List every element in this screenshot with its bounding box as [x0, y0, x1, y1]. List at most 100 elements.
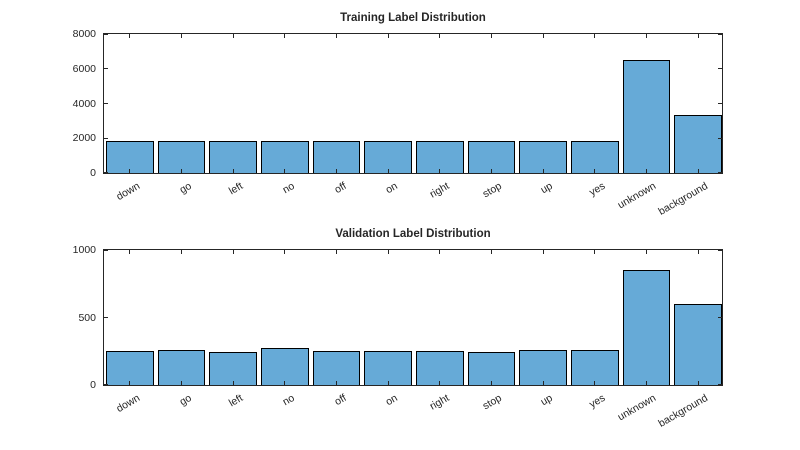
- bar-down: [106, 140, 154, 173]
- y-tick-label-0: 0: [90, 379, 96, 391]
- x-tick-label-unknown: unknown: [616, 180, 659, 212]
- y-tick-mark: [104, 34, 108, 35]
- x-tick-mark: [181, 381, 182, 385]
- x-tick-label-yes: yes: [586, 392, 607, 411]
- bar-down: [106, 350, 154, 385]
- x-tick-mark: [232, 169, 234, 173]
- bar-stop: [467, 352, 516, 385]
- x-tick-label-no: no: [280, 392, 297, 409]
- x-tick-mark: [336, 34, 337, 38]
- bar-unknown: [622, 60, 671, 173]
- x-tick-mark: [181, 169, 182, 173]
- bar-right: [416, 351, 464, 385]
- x-tick-mark: [646, 250, 647, 254]
- x-tick-mark: [284, 169, 286, 173]
- bar-stop: [467, 140, 516, 173]
- x-tick-mark: [594, 250, 596, 254]
- bar-background: [674, 304, 722, 385]
- x-tick-label-right: right: [428, 180, 452, 201]
- x-tick-label-down: down: [114, 180, 142, 203]
- x-tick-mark: [697, 169, 699, 173]
- x-tick-mark: [439, 34, 441, 38]
- x-tick-label-no: no: [280, 180, 297, 197]
- x-tick-label-on: on: [384, 180, 401, 197]
- x-tick-mark: [594, 34, 596, 38]
- bar-left: [209, 140, 257, 173]
- bar-no: [261, 140, 309, 173]
- x-tick-label-unknown: unknown: [616, 392, 659, 424]
- validation-chart-title: Validation Label Distribution: [335, 228, 491, 240]
- x-tick-mark: [491, 169, 492, 173]
- bar-yes: [571, 140, 619, 173]
- bar-yes: [571, 350, 619, 385]
- x-tick-mark: [284, 381, 286, 385]
- x-tick-mark: [232, 250, 234, 254]
- y-tick-label-2000: 2000: [72, 132, 96, 145]
- x-tick-mark: [129, 381, 131, 385]
- y-tick-mark: [104, 317, 108, 318]
- x-tick-mark: [232, 381, 234, 385]
- y-tick-label-1000: 1000: [72, 244, 96, 256]
- x-tick-mark: [697, 34, 699, 38]
- bar-go: [157, 349, 206, 385]
- y-tick-mark: [718, 384, 722, 385]
- x-tick-label-go: go: [177, 392, 194, 409]
- bar-on: [364, 140, 412, 173]
- bar-up: [519, 140, 567, 173]
- x-tick-mark: [542, 381, 544, 385]
- x-tick-label-right: right: [428, 392, 452, 413]
- bar-right: [416, 140, 464, 173]
- x-tick-mark: [387, 169, 389, 173]
- x-tick-mark: [336, 250, 337, 254]
- x-tick-mark: [232, 34, 234, 38]
- bar-on: [364, 350, 412, 385]
- x-tick-mark: [181, 250, 182, 254]
- x-tick-mark: [542, 34, 544, 38]
- x-tick-mark: [594, 381, 596, 385]
- x-tick-mark: [646, 34, 647, 38]
- x-tick-mark: [491, 250, 492, 254]
- validation-plot-area: [103, 249, 723, 386]
- y-tick-mark: [104, 172, 108, 173]
- x-tick-mark: [284, 34, 286, 38]
- x-tick-mark: [336, 169, 337, 173]
- y-tick-mark: [104, 103, 108, 104]
- x-tick-label-off: off: [332, 180, 349, 197]
- y-tick-mark: [104, 384, 108, 385]
- y-tick-mark: [718, 68, 722, 70]
- bar-left: [209, 352, 257, 385]
- x-tick-mark: [491, 381, 492, 385]
- x-tick-label-left: left: [227, 180, 246, 198]
- y-tick-mark: [718, 34, 722, 35]
- x-tick-mark: [284, 250, 286, 254]
- x-tick-label-on: on: [384, 392, 401, 409]
- x-tick-label-up: up: [539, 392, 556, 409]
- y-tick-mark: [104, 137, 108, 139]
- y-tick-mark: [718, 103, 722, 104]
- x-tick-mark: [129, 250, 131, 254]
- x-tick-label-go: go: [177, 180, 194, 197]
- y-tick-label-6000: 6000: [72, 62, 96, 75]
- x-tick-mark: [697, 250, 699, 254]
- bar-no: [261, 348, 309, 385]
- x-tick-label-down: down: [114, 392, 142, 415]
- bar-unknown: [622, 270, 671, 385]
- bar-go: [157, 140, 206, 173]
- y-tick-label-500: 500: [78, 311, 96, 324]
- y-tick-mark: [718, 250, 722, 251]
- x-tick-label-up: up: [539, 180, 556, 197]
- x-tick-mark: [646, 169, 647, 173]
- x-tick-label-background: background: [656, 392, 711, 430]
- y-tick-mark: [718, 172, 722, 173]
- x-tick-mark: [181, 34, 182, 38]
- x-tick-mark: [594, 169, 596, 173]
- x-tick-mark: [439, 381, 441, 385]
- y-tick-mark: [104, 250, 108, 251]
- y-tick-label-4000: 4000: [72, 97, 96, 110]
- x-tick-mark: [387, 250, 389, 254]
- x-tick-mark: [129, 169, 131, 173]
- bar-up: [519, 350, 567, 385]
